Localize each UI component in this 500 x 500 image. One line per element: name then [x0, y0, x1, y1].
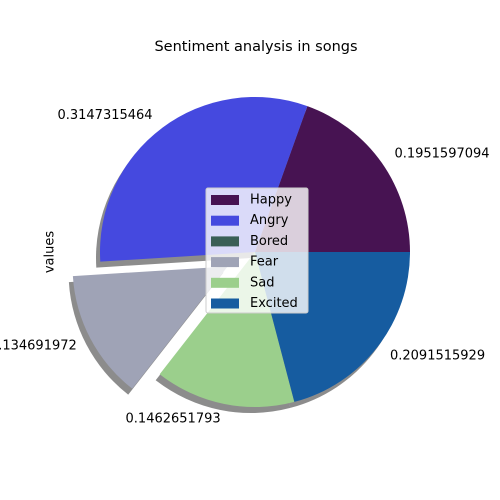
- legend-swatch: [211, 277, 239, 288]
- legend-label: Excited: [250, 296, 298, 311]
- data-label: 0.3147315464: [57, 108, 152, 123]
- data-label: 0.1462651793: [126, 412, 221, 427]
- labels: 0.1951597094 0.3147315464 0.134691972 0.146…: [0, 108, 490, 426]
- data-label: 0.134691972: [0, 338, 77, 353]
- legend: Happy Angry Bored Fear Sad Excited: [205, 187, 309, 314]
- legend-label: Happy: [250, 193, 292, 208]
- wedge: [72, 266, 228, 389]
- legend-label: Bored: [250, 234, 288, 249]
- y-axis-label: values: [43, 231, 58, 274]
- data-label: 0.1951597094: [394, 146, 489, 161]
- legend-swatch: [211, 298, 239, 309]
- legend-swatch: [211, 215, 239, 226]
- legend-label: Angry: [250, 213, 289, 228]
- chart-title: Sentiment analysis in songs: [154, 39, 357, 55]
- legend-label: Fear: [250, 255, 279, 270]
- legend-swatch: [211, 236, 239, 247]
- legend-label: Sad: [250, 275, 274, 290]
- legend-swatch: [211, 257, 239, 268]
- legend-swatch: [211, 195, 239, 205]
- data-label: 0.2091515929: [390, 349, 485, 364]
